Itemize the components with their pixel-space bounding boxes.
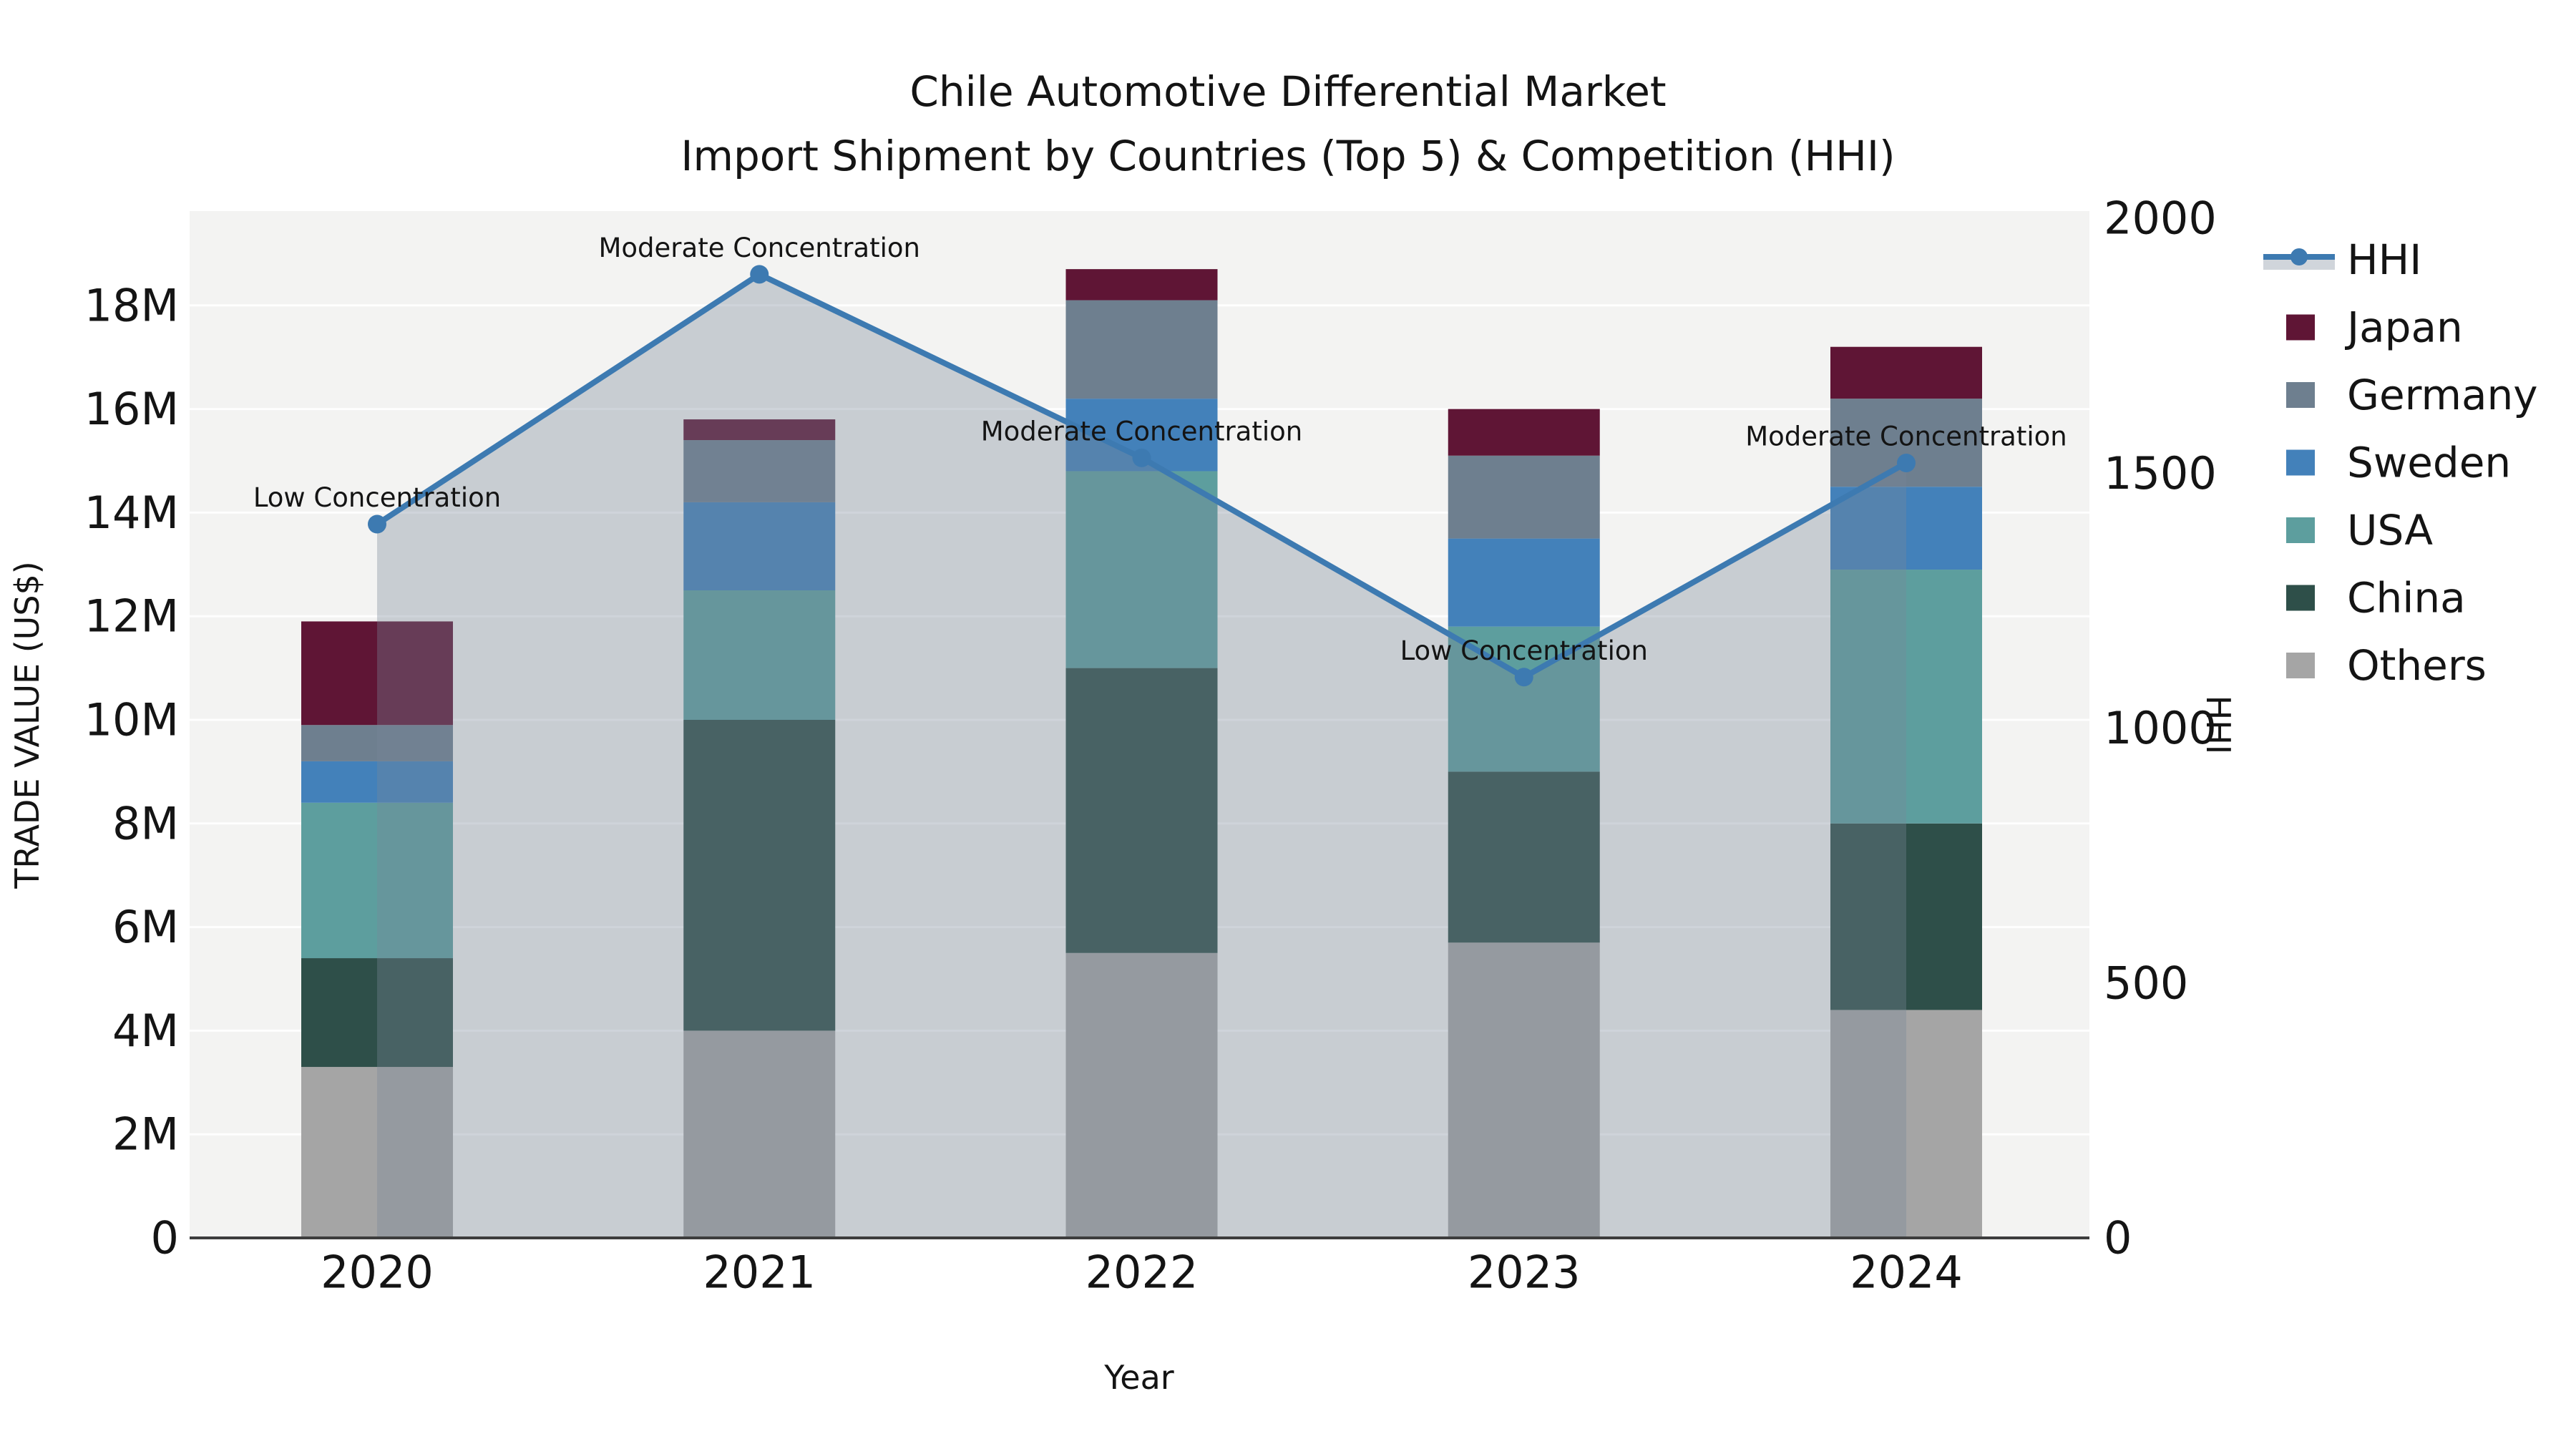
bar-segment-2023-china	[1448, 771, 1600, 943]
bar-segment-2024-japan	[1830, 346, 1982, 399]
hhi-marker-2020	[368, 514, 386, 534]
bar-segment-2020-germany	[301, 725, 453, 761]
bar-segment-2024-sweden	[1830, 487, 1982, 570]
legend-label-others: Others	[2347, 641, 2487, 690]
y-left-tick-6m: 6M	[112, 901, 179, 953]
y-left-tick-8m: 8M	[112, 797, 179, 849]
bar-segment-2020-china	[301, 958, 453, 1068]
bar-segment-2020-usa	[301, 802, 453, 959]
y-left-tick-18m: 18M	[84, 279, 179, 331]
bar-segment-2020-others	[301, 1067, 453, 1238]
legend-item-germany: Germany	[2286, 371, 2538, 419]
legend-label-usa: USA	[2347, 506, 2433, 555]
bar-segment-2023-sweden	[1448, 538, 1600, 627]
bar-segment-2022-others	[1065, 952, 1218, 1238]
bar-segment-2021-usa	[683, 590, 836, 720]
x-tick-2024: 2024	[1850, 1246, 1963, 1299]
legend-label-germany: Germany	[2347, 371, 2538, 419]
legend-swatch-china	[2286, 585, 2315, 611]
bar-segment-2021-others	[683, 1030, 836, 1238]
legend-marker-hhi	[2290, 248, 2308, 265]
legend-swatch-sweden	[2286, 449, 2315, 476]
bar-segment-2022-usa	[1065, 471, 1218, 668]
y-left-tick-2m: 2M	[112, 1108, 179, 1161]
legend-label-japan: Japan	[2345, 303, 2463, 352]
bar-segment-2022-china	[1065, 668, 1218, 953]
legend-swatch-others	[2286, 653, 2315, 678]
hhi-marker-2022	[1132, 448, 1151, 467]
y-left-tick-12m: 12M	[84, 590, 179, 643]
x-tick-2022: 2022	[1085, 1246, 1199, 1299]
y-left-tick-10m: 10M	[84, 694, 179, 746]
bar-segment-2023-japan	[1448, 409, 1600, 456]
y-right-tick-2000: 2000	[2104, 192, 2217, 245]
axis-title-y-left: TRADE VALUE (US$)	[8, 561, 47, 889]
annotation-2023: Low Concentration	[1400, 635, 1648, 666]
legend-item-sweden: Sweden	[2286, 439, 2511, 487]
hhi-marker-2023	[1514, 668, 1533, 687]
hhi-marker-2021	[750, 265, 769, 284]
legend-swatch-japan	[2286, 314, 2315, 341]
x-tick-2020: 2020	[321, 1246, 434, 1299]
y-right-tick-0: 0	[2104, 1212, 2132, 1264]
chart-title-line-1: Chile Automotive Differential Market	[909, 67, 1666, 116]
bar-segment-2022-japan	[1065, 269, 1218, 301]
bar-segment-2021-germany	[683, 440, 836, 502]
legend-label-sweden: Sweden	[2347, 439, 2511, 487]
legend-item-usa: USA	[2286, 506, 2433, 555]
legend-item-china: China	[2286, 574, 2466, 623]
legend-item-others: Others	[2286, 641, 2487, 690]
axis-title-x: Year	[1103, 1358, 1174, 1397]
y-left-tick-4m: 4M	[112, 1005, 179, 1057]
annotation-2020: Low Concentration	[253, 482, 501, 513]
annotation-2024: Moderate Concentration	[1745, 421, 2067, 452]
legend-label-china: China	[2347, 574, 2466, 623]
legend: HHI Japan Germany Sweden USA China Others	[2263, 235, 2538, 690]
bar-segment-2024-others	[1830, 1010, 1982, 1238]
bar-segment-2021-china	[683, 720, 836, 1031]
annotation-2022: Moderate Concentration	[981, 416, 1302, 447]
bar-segment-2020-sweden	[301, 761, 453, 803]
y-left-tick-16m: 16M	[84, 383, 179, 435]
hhi-area	[377, 274, 1906, 1238]
chart-title-line-2: Import Shipment by Countries (Top 5) & C…	[680, 132, 1895, 180]
legend-label-hhi: HHI	[2347, 235, 2421, 284]
bar-segment-2023-germany	[1448, 455, 1600, 539]
bar-segment-2024-usa	[1830, 570, 1982, 824]
annotation-2021: Moderate Concentration	[599, 233, 920, 263]
x-tick-2023: 2023	[1468, 1246, 1581, 1299]
legend-item-hhi: HHI	[2263, 235, 2421, 284]
legend-swatch-usa	[2286, 517, 2315, 543]
bar-segment-2021-japan	[683, 419, 836, 441]
legend-swatch-germany	[2286, 382, 2315, 408]
y-right-tick-500: 500	[2104, 957, 2188, 1009]
hhi-marker-2024	[1897, 454, 1916, 472]
y-right-tick-1500: 1500	[2104, 447, 2217, 499]
y-left-tick-14m: 14M	[84, 487, 179, 539]
stacked-bars	[301, 269, 1982, 1238]
legend-item-japan: Japan	[2286, 303, 2463, 352]
bar-segment-2022-germany	[1065, 300, 1218, 399]
x-tick-2021: 2021	[703, 1246, 816, 1299]
bar-segment-2023-others	[1448, 942, 1600, 1238]
axis-title-y-right: HHI	[2199, 696, 2238, 755]
y-left-tick-0: 0	[151, 1212, 179, 1264]
bar-segment-2021-sweden	[683, 502, 836, 590]
bar-segment-2024-china	[1830, 823, 1982, 1010]
bar-segment-2020-japan	[301, 621, 453, 726]
y-right-tick-1000: 1000	[2104, 702, 2217, 754]
